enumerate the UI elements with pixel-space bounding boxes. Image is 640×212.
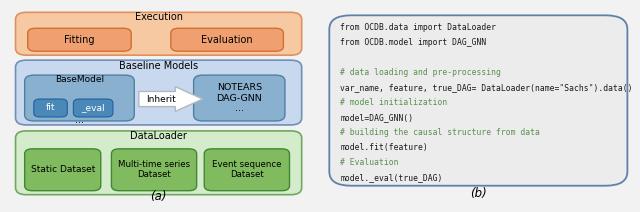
Text: # Evaluation: # Evaluation	[340, 158, 399, 167]
Text: BaseModel: BaseModel	[55, 75, 104, 84]
FancyBboxPatch shape	[204, 149, 289, 191]
Text: fit: fit	[46, 103, 55, 113]
Text: Inherit: Inherit	[146, 95, 176, 103]
Text: ...: ...	[75, 114, 84, 125]
Text: Multi-time series
Dataset: Multi-time series Dataset	[118, 160, 190, 180]
FancyBboxPatch shape	[28, 28, 131, 51]
FancyBboxPatch shape	[15, 131, 301, 195]
Text: (b): (b)	[470, 187, 487, 200]
Text: # model initialization: # model initialization	[340, 98, 447, 107]
Text: from OCDB.model import DAG_GNN: from OCDB.model import DAG_GNN	[340, 38, 486, 47]
FancyBboxPatch shape	[15, 60, 301, 125]
Text: model._eval(true_DAG): model._eval(true_DAG)	[340, 173, 442, 182]
Text: Event sequence
Dataset: Event sequence Dataset	[212, 160, 282, 180]
Text: # data loading and pre-processing: # data loading and pre-processing	[340, 68, 501, 77]
Text: Execution: Execution	[134, 12, 182, 22]
Text: Fitting: Fitting	[64, 35, 95, 45]
FancyBboxPatch shape	[25, 75, 134, 121]
Text: var_name, feature, true_DAG= DataLoader(name="Sachs").data(): var_name, feature, true_DAG= DataLoader(…	[340, 83, 633, 92]
Text: _eval: _eval	[81, 103, 105, 113]
Text: Baseline Models: Baseline Models	[119, 61, 198, 71]
FancyBboxPatch shape	[15, 12, 301, 55]
FancyBboxPatch shape	[194, 75, 285, 121]
FancyBboxPatch shape	[171, 28, 284, 51]
Text: Static Dataset: Static Dataset	[31, 165, 95, 174]
Text: NOTEARS
DAG-GNN
...: NOTEARS DAG-GNN ...	[216, 83, 262, 113]
Text: (a): (a)	[150, 190, 167, 203]
Polygon shape	[139, 87, 203, 111]
FancyBboxPatch shape	[25, 149, 100, 191]
Text: # building the causal structure from data: # building the causal structure from dat…	[340, 128, 540, 137]
Text: model=DAG_GNN(): model=DAG_GNN()	[340, 113, 413, 122]
FancyBboxPatch shape	[34, 99, 67, 117]
Text: Evaluation: Evaluation	[202, 35, 253, 45]
Text: model.fit(feature): model.fit(feature)	[340, 143, 428, 152]
Text: DataLoader: DataLoader	[130, 131, 187, 141]
FancyBboxPatch shape	[111, 149, 196, 191]
FancyBboxPatch shape	[330, 15, 627, 186]
FancyBboxPatch shape	[74, 99, 113, 117]
Text: from OCDB.data import DataLoader: from OCDB.data import DataLoader	[340, 23, 496, 32]
